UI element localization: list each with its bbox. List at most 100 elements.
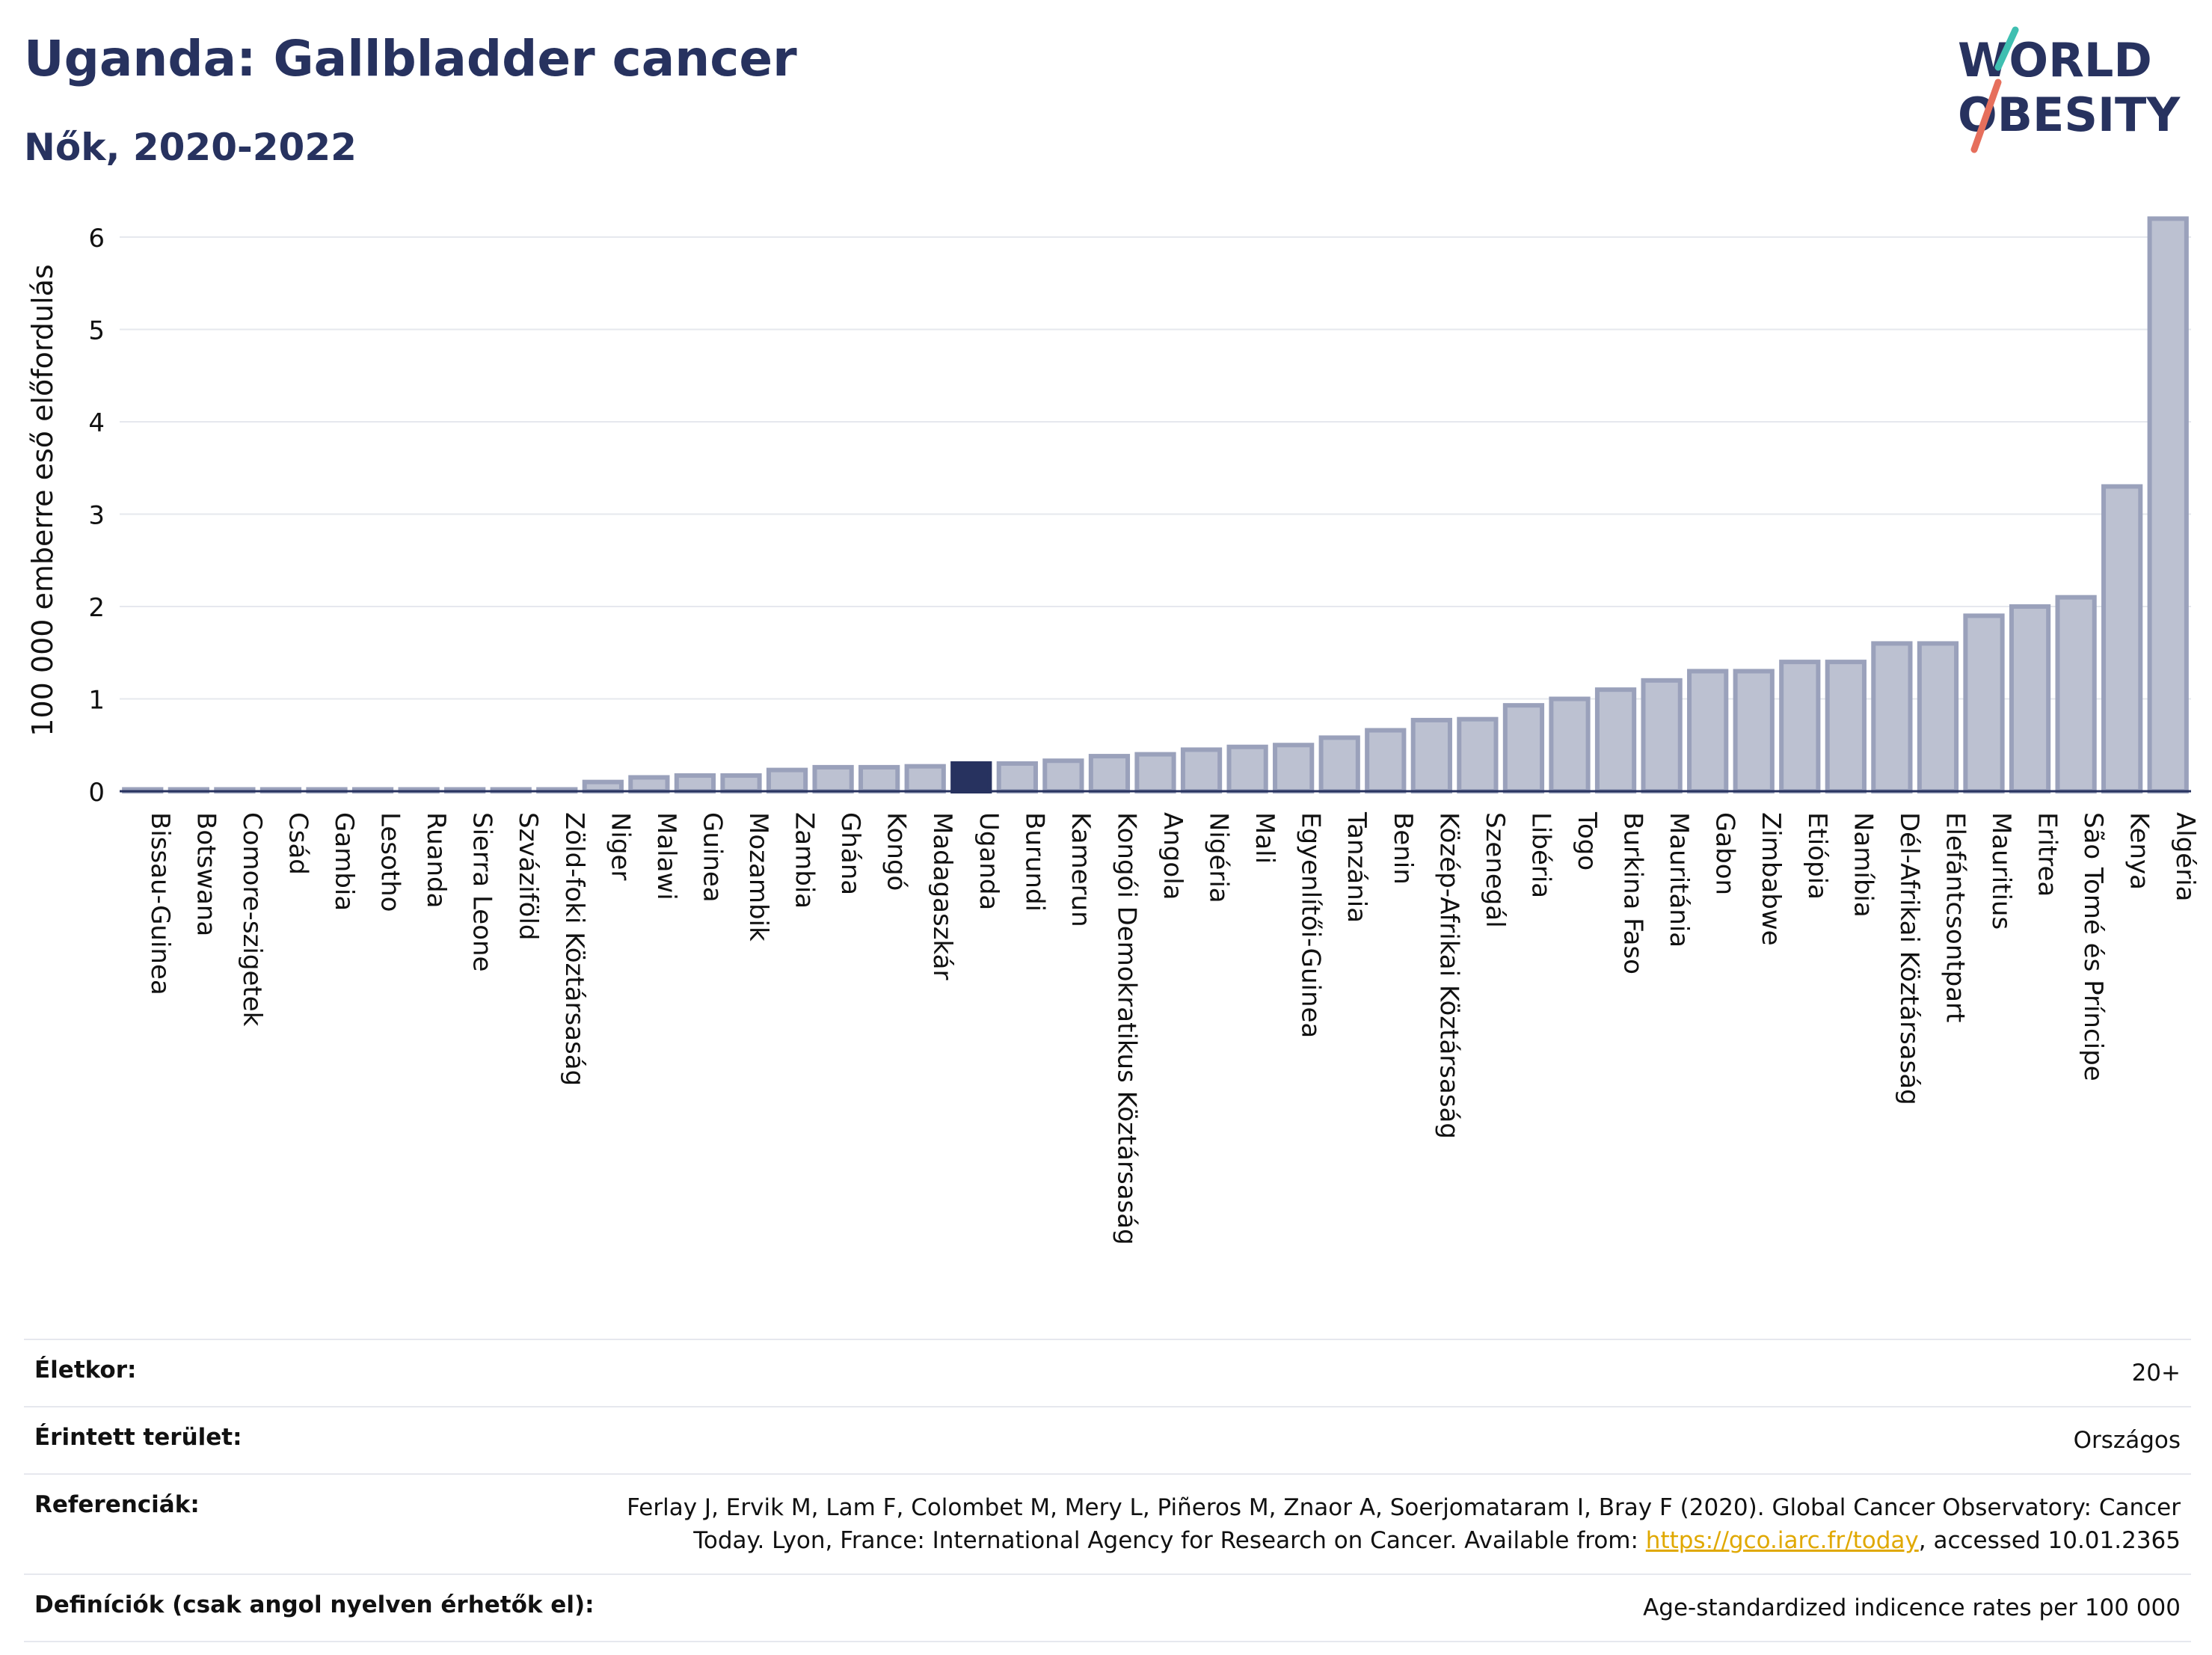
x-tick-label: Kongói Demokratikus Köztársaság <box>1111 812 1141 1245</box>
definitions-label: Definíciók (csak angol nyelven érhetők e… <box>34 1591 595 1618</box>
area-label: Érintett terület: <box>34 1424 242 1451</box>
references-value: Ferlay J, Ervik M, Lam F, Colombet M, Me… <box>610 1491 2181 1557</box>
x-tick-label: Eritrea <box>2033 812 2062 897</box>
x-tick-label: Szváziföld <box>513 812 543 940</box>
bar <box>2101 484 2143 793</box>
bar <box>2009 604 2051 793</box>
x-tick-label: Botswana <box>191 812 221 936</box>
x-tick-label: Niger <box>605 812 635 880</box>
x-tick-label: Namíbia <box>1848 812 1878 918</box>
bar <box>1226 744 1268 794</box>
bars <box>122 216 2189 794</box>
x-tick-label: Elefántcsontpart <box>1940 812 1970 1022</box>
bar <box>628 775 670 794</box>
bar <box>858 764 900 794</box>
x-tick-label: Guinea <box>697 812 727 903</box>
x-axis-tick-labels: Bissau-Guinea Botswana Comore-szigetek Csád… <box>145 811 2200 1245</box>
x-tick-label: Comore-szigetek <box>237 812 267 1027</box>
x-tick-label: Gabon <box>1710 812 1740 895</box>
x-tick-label: Togo <box>1572 811 1602 871</box>
y-axis-ticks: 0 1 2 3 4 5 6 <box>88 224 105 808</box>
x-tick-label: Kamerun <box>1066 812 1096 927</box>
info-row-age: Életkor: 20+ <box>24 1339 2191 1406</box>
y-tick-label: 3 <box>88 501 105 531</box>
page-title: Uganda: Gallbladder cancer <box>24 30 797 87</box>
bar <box>720 773 762 793</box>
bar <box>996 761 1038 794</box>
info-row-references: Referenciák: Ferlay J, Ervik M, Lam F, C… <box>24 1473 2191 1573</box>
x-tick-label: São Tomé és Príncipe <box>2078 812 2108 1081</box>
y-axis-label: 100 000 emberre eső előfordulás <box>26 264 59 736</box>
bar <box>1549 696 1591 793</box>
bar <box>1917 641 1959 794</box>
x-tick-label: Mali <box>1250 812 1279 864</box>
reference-accessed: , accessed 10.01.2365 <box>1918 1527 2181 1554</box>
x-tick-label: Sierra Leone <box>467 812 497 971</box>
x-tick-label: Szenegál <box>1480 812 1510 928</box>
x-tick-label: Burundi <box>1019 812 1049 912</box>
x-tick-label: Dél-Afrikai Köztársaság <box>1894 812 1924 1105</box>
y-tick-label: 4 <box>88 408 105 438</box>
bar <box>766 767 808 793</box>
x-tick-label: Kenya <box>2125 812 2154 890</box>
x-tick-label: Burkina Faso <box>1618 812 1648 974</box>
bar <box>1457 716 1499 794</box>
age-label: Életkor: <box>34 1357 137 1384</box>
bar <box>1134 752 1176 793</box>
x-tick-label: Bissau-Guinea <box>145 812 175 995</box>
x-tick-label: Zimbabwe <box>1756 812 1786 946</box>
x-tick-label: Egyenlítői-Guinea <box>1296 812 1326 1038</box>
bar <box>1042 758 1084 793</box>
x-tick-label: Lesotho <box>375 812 405 912</box>
x-tick-label: Tanzánia <box>1342 811 1371 923</box>
x-tick-label: Madagaszkár <box>927 812 957 980</box>
bar <box>1180 747 1223 794</box>
bar <box>2055 595 2097 794</box>
x-tick-label: Ghána <box>835 812 865 895</box>
x-tick-label: Angola <box>1158 812 1188 900</box>
bar <box>1641 678 1683 793</box>
reference-text: Ferlay J, Ervik M, Lam F, Colombet M, Me… <box>627 1494 2181 1554</box>
bar <box>1871 641 1913 794</box>
x-tick-label: Zöld-foki Köztársaság <box>559 812 589 1086</box>
x-tick-label: Libéria <box>1526 812 1555 898</box>
bar <box>1273 743 1315 793</box>
y-tick-label: 2 <box>88 593 105 623</box>
bar <box>674 773 716 793</box>
bar <box>1733 669 1775 794</box>
x-tick-label: Mauritánia <box>1664 812 1694 948</box>
age-value: 20+ <box>2131 1360 2181 1387</box>
bar <box>904 764 946 794</box>
bar <box>1963 613 2005 793</box>
bar <box>1687 669 1729 794</box>
references-label: Referenciák: <box>34 1491 200 1518</box>
info-table: Életkor: 20+ Érintett terület: Országos … <box>24 1339 2191 1642</box>
page-subtitle: Nők, 2020-2022 <box>24 126 357 169</box>
x-tick-label: Csád <box>283 812 313 875</box>
x-tick-label: Mauritius <box>1986 812 2016 930</box>
y-tick-label: 0 <box>88 778 105 808</box>
x-tick-label: Malawi <box>651 812 681 900</box>
reference-link[interactable]: https://gco.iarc.fr/today <box>1645 1527 1919 1554</box>
x-tick-label: Zambia <box>790 812 820 909</box>
x-tick-label: Etiópia <box>1802 812 1832 900</box>
x-tick-label: Nigéria <box>1204 812 1234 903</box>
bar <box>1779 660 1821 793</box>
x-tick-label: Uganda <box>974 812 1004 910</box>
x-tick-label: Gambia <box>329 812 359 911</box>
y-tick-label: 1 <box>88 686 105 716</box>
bar <box>2147 216 2189 794</box>
bar <box>1410 717 1452 794</box>
bar <box>1502 703 1545 794</box>
definitions-value: Age-standardized indicence rates per 100… <box>1643 1594 2181 1621</box>
bar <box>1088 754 1131 793</box>
bar <box>1594 687 1637 794</box>
x-tick-label: Közép-Afrikai Köztársaság <box>1434 812 1463 1139</box>
x-tick-label: Ruanda <box>421 812 451 908</box>
bar <box>1825 660 1867 793</box>
bar <box>812 764 854 794</box>
bar-chart: 0 1 2 3 4 5 6 Bissau-Guinea Botswana Comore-szig… <box>26 216 2200 1245</box>
x-tick-label: Algéria <box>2170 812 2200 901</box>
bar <box>582 779 624 794</box>
info-row-area: Érintett terület: Országos <box>24 1406 2191 1473</box>
